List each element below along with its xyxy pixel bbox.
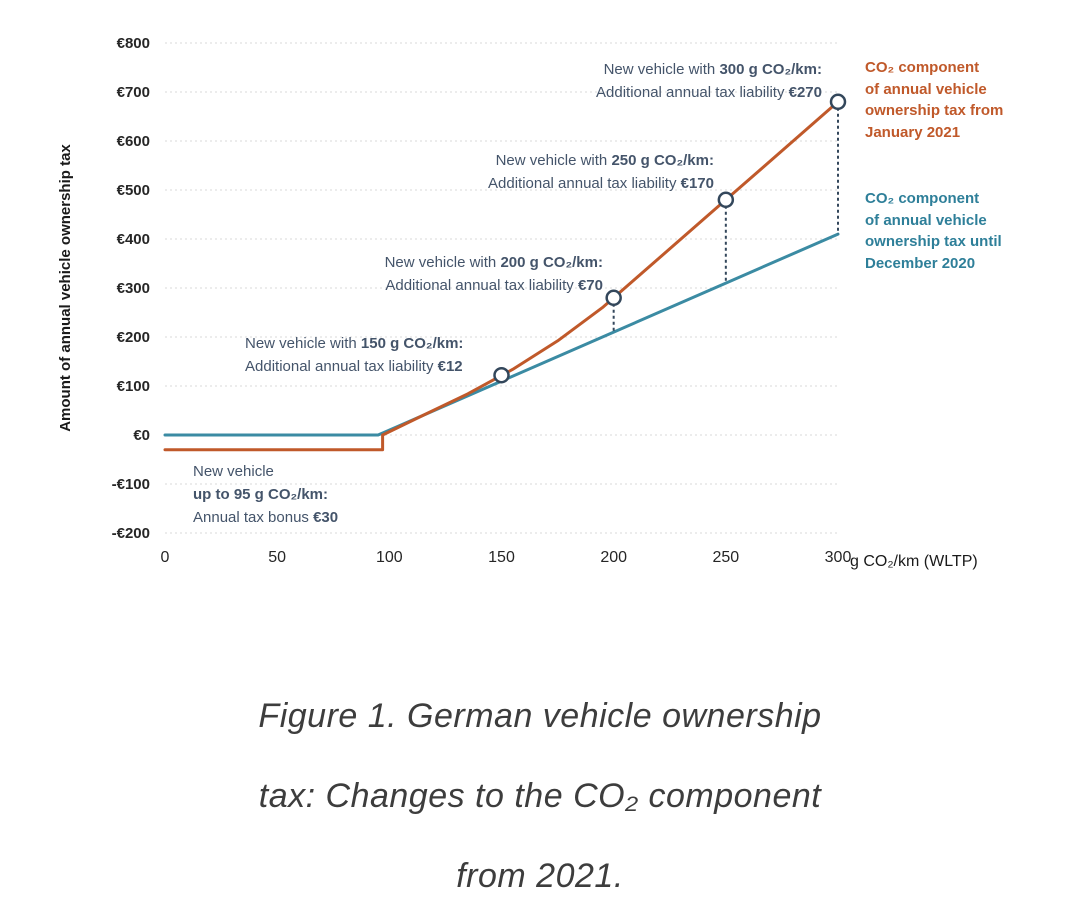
figure-caption: Figure 1. German vehicle ownership tax: … (0, 676, 1080, 916)
annotation-200g: New vehicle with 200 g CO₂/km: Additional… (384, 254, 603, 294)
annotation-300g: New vehicle with 300 g CO₂/km: Additional… (596, 61, 822, 101)
y-tick-label: -€200 (112, 525, 150, 542)
y-tick-label: €0 (133, 427, 150, 444)
annotation-150g: New vehicle with 150 g CO₂/km: Additional… (245, 335, 464, 375)
x-tick-label: 0 (161, 549, 170, 566)
data-point-marker (493, 366, 510, 384)
caption-line-2: tax: Changes to the CO₂ component (258, 777, 822, 815)
annotation-250g: New vehicle with 250 g CO₂/km: Additional… (488, 152, 714, 192)
series-2021-line (163, 100, 840, 452)
x-tick-label: 50 (268, 549, 286, 566)
y-tick-label: €400 (117, 231, 150, 248)
caption-line-3: from 2021. (456, 857, 624, 895)
y-tick-label: €600 (117, 133, 150, 150)
series-2020-line (163, 232, 840, 437)
y-tick-label: €500 (117, 182, 150, 199)
tax-chart: €800 €700 €600 €500 €400 €300 €200 €100 €0 -€100 -… (57, 35, 1004, 570)
x-tick-label: 100 (376, 549, 403, 566)
x-tick-label: 150 (488, 549, 515, 566)
data-point-marker (717, 191, 735, 209)
y-tick-label: €700 (117, 84, 150, 101)
y-axis-title: Amount of annual vehicle ownership tax (57, 144, 74, 432)
y-tick-label: €800 (117, 35, 150, 52)
data-point-marker (829, 93, 847, 111)
plot-area: €800 €700 €600 €500 €400 €300 €200 €100 €0 -€100 -… (112, 35, 978, 570)
legend-2020: CO₂ component of annual vehicle ownership … (865, 190, 1002, 272)
y-tick-label: €200 (117, 329, 150, 346)
x-tick-label: 200 (600, 549, 627, 566)
y-tick-label: -€100 (112, 476, 150, 493)
y-tick-label: €300 (117, 280, 150, 297)
x-axis-unit-label: g CO₂/km (WLTP) (850, 553, 978, 570)
x-tick-label: 250 (712, 549, 739, 566)
annotation-bonus-95g: New vehicle up to 95 g CO₂/km: Annual tax … (193, 463, 339, 526)
caption-line-1: Figure 1. German vehicle ownership (258, 697, 822, 735)
data-point-marker (605, 289, 622, 307)
y-tick-label: €100 (117, 378, 150, 395)
x-tick-label: 300 (825, 549, 852, 566)
legend-2021: CO₂ component of annual vehicle ownership … (865, 59, 1004, 141)
